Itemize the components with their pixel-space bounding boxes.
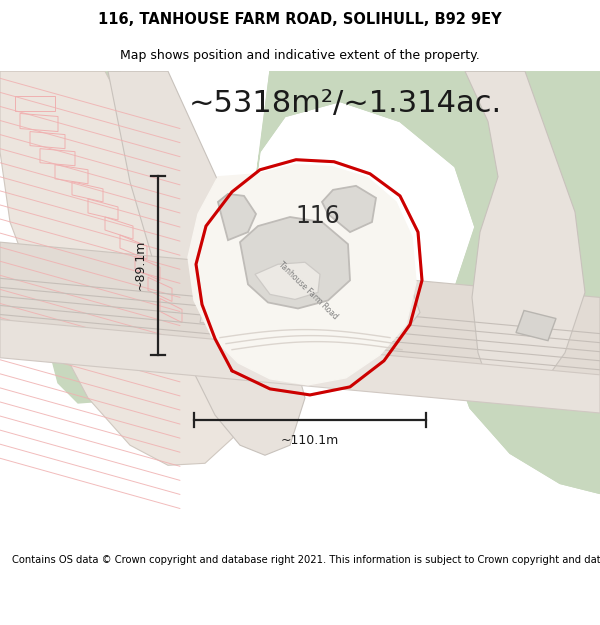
Polygon shape [200,268,420,338]
Text: ~89.1m: ~89.1m [134,240,147,291]
Polygon shape [322,186,376,232]
Text: Contains OS data © Crown copyright and database right 2021. This information is : Contains OS data © Crown copyright and d… [12,555,600,565]
Polygon shape [0,71,248,465]
Polygon shape [255,71,600,494]
Polygon shape [260,71,600,494]
Polygon shape [240,217,350,309]
Polygon shape [516,311,556,341]
Polygon shape [0,319,600,413]
Polygon shape [465,71,585,398]
Text: ~5318m²/~1.314ac.: ~5318m²/~1.314ac. [188,89,502,118]
Text: ~110.1m: ~110.1m [281,434,339,447]
Polygon shape [108,71,305,455]
Polygon shape [218,194,256,240]
Polygon shape [255,262,320,299]
Text: 116: 116 [296,204,340,228]
Text: 116, TANHOUSE FARM ROAD, SOLIHULL, B92 9EY: 116, TANHOUSE FARM ROAD, SOLIHULL, B92 9… [98,12,502,28]
Text: Map shows position and indicative extent of the property.: Map shows position and indicative extent… [120,49,480,62]
Polygon shape [188,165,416,385]
Polygon shape [0,242,600,378]
Text: Tanhouse Farm Road: Tanhouse Farm Road [277,260,340,321]
Polygon shape [45,71,158,403]
Polygon shape [196,160,422,395]
